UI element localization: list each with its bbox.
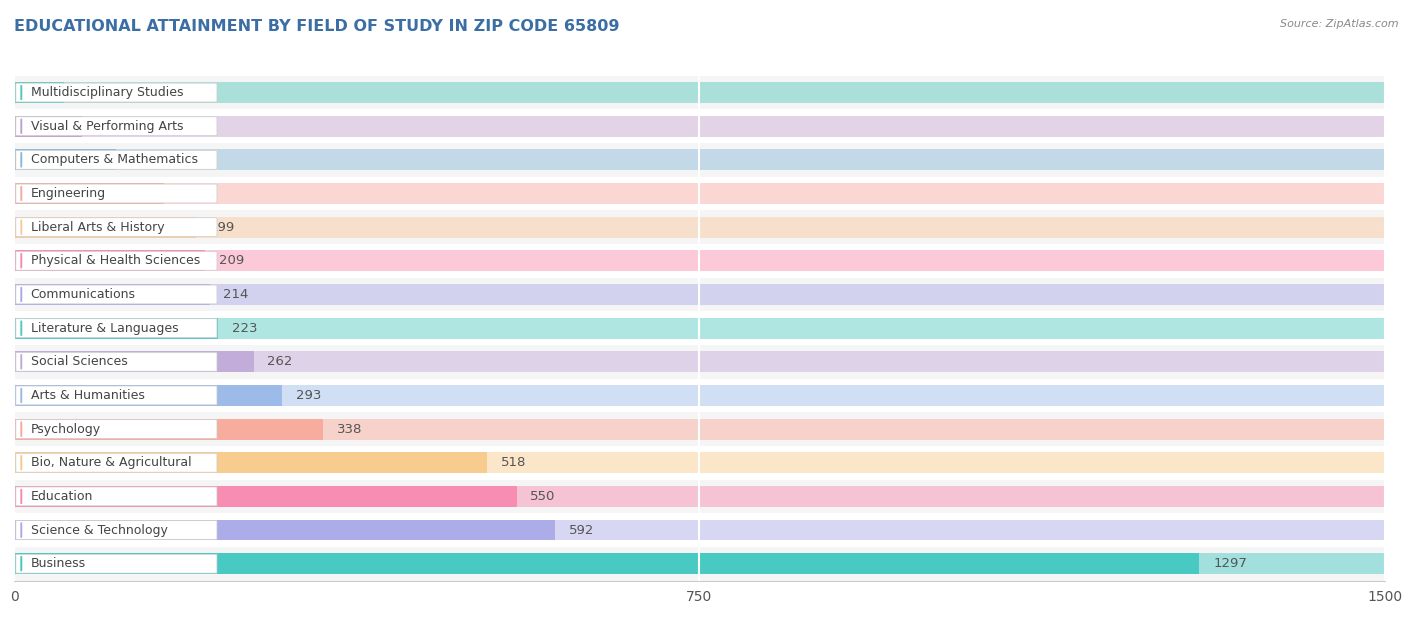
Text: 1297: 1297	[1213, 557, 1247, 570]
Text: Computers & Mathematics: Computers & Mathematics	[31, 153, 197, 167]
Text: Bio, Nature & Agricultural: Bio, Nature & Agricultural	[31, 456, 191, 469]
Bar	[14, 183, 165, 204]
Bar	[14, 553, 1385, 574]
FancyBboxPatch shape	[15, 453, 217, 472]
Bar	[14, 513, 1385, 547]
Bar	[14, 418, 1385, 440]
Bar	[14, 486, 1385, 507]
Bar	[14, 143, 1385, 177]
Text: 55: 55	[79, 86, 96, 99]
Text: Literature & Languages: Literature & Languages	[31, 322, 179, 334]
Bar	[14, 480, 1385, 513]
Bar	[14, 486, 517, 507]
Text: Psychology: Psychology	[31, 423, 101, 435]
Text: Business: Business	[31, 557, 86, 570]
FancyBboxPatch shape	[15, 487, 217, 506]
Text: Physical & Health Sciences: Physical & Health Sciences	[31, 254, 200, 268]
Bar	[14, 317, 218, 339]
Text: 223: 223	[232, 322, 257, 334]
Bar	[14, 82, 1385, 103]
Bar	[14, 385, 281, 406]
Bar	[14, 284, 209, 305]
FancyBboxPatch shape	[15, 285, 217, 304]
Text: 518: 518	[501, 456, 526, 469]
Bar	[14, 115, 82, 137]
Bar	[14, 244, 1385, 278]
Bar	[14, 547, 1385, 581]
FancyBboxPatch shape	[15, 117, 217, 136]
FancyBboxPatch shape	[15, 218, 217, 237]
Bar	[14, 553, 1199, 574]
Bar	[14, 251, 1385, 271]
Text: 74: 74	[96, 120, 112, 133]
Bar	[14, 278, 1385, 311]
Text: 111: 111	[129, 153, 155, 167]
Text: 338: 338	[336, 423, 361, 435]
Text: 550: 550	[530, 490, 555, 503]
Text: Liberal Arts & History: Liberal Arts & History	[31, 221, 165, 233]
Text: EDUCATIONAL ATTAINMENT BY FIELD OF STUDY IN ZIP CODE 65809: EDUCATIONAL ATTAINMENT BY FIELD OF STUDY…	[14, 19, 620, 34]
FancyBboxPatch shape	[15, 352, 217, 371]
Bar	[14, 351, 253, 372]
Bar	[14, 317, 1385, 339]
Bar	[14, 109, 1385, 143]
Text: 592: 592	[569, 524, 595, 536]
Text: Engineering: Engineering	[31, 187, 105, 200]
Text: 262: 262	[267, 355, 292, 369]
Bar	[14, 251, 205, 271]
FancyBboxPatch shape	[15, 150, 217, 169]
FancyBboxPatch shape	[15, 521, 217, 540]
Bar	[14, 412, 1385, 446]
Bar	[14, 345, 1385, 379]
FancyBboxPatch shape	[15, 420, 217, 439]
Text: Multidisciplinary Studies: Multidisciplinary Studies	[31, 86, 183, 99]
Text: 209: 209	[219, 254, 245, 268]
Bar	[14, 385, 1385, 406]
Bar	[14, 76, 1385, 109]
Text: Education: Education	[31, 490, 93, 503]
Text: 214: 214	[224, 288, 249, 301]
Text: 293: 293	[295, 389, 321, 402]
Bar	[14, 379, 1385, 412]
Text: Arts & Humanities: Arts & Humanities	[31, 389, 145, 402]
Bar	[14, 351, 1385, 372]
Bar	[14, 452, 488, 473]
FancyBboxPatch shape	[15, 319, 217, 338]
Bar	[14, 82, 65, 103]
Bar	[14, 150, 1385, 170]
Text: Science & Technology: Science & Technology	[31, 524, 167, 536]
FancyBboxPatch shape	[15, 554, 217, 573]
Bar	[14, 183, 1385, 204]
Bar	[14, 115, 1385, 137]
Bar	[14, 216, 195, 238]
FancyBboxPatch shape	[15, 83, 217, 102]
FancyBboxPatch shape	[15, 251, 217, 270]
Bar	[14, 446, 1385, 480]
Text: Social Sciences: Social Sciences	[31, 355, 128, 369]
FancyBboxPatch shape	[15, 386, 217, 405]
Bar	[14, 452, 1385, 473]
Bar	[14, 519, 1385, 541]
Bar	[14, 216, 1385, 238]
Bar	[14, 519, 555, 541]
Text: Visual & Performing Arts: Visual & Performing Arts	[31, 120, 183, 133]
Text: 199: 199	[209, 221, 235, 233]
Bar	[14, 210, 1385, 244]
FancyBboxPatch shape	[15, 184, 217, 203]
Bar	[14, 418, 323, 440]
Bar	[14, 284, 1385, 305]
Text: 164: 164	[177, 187, 202, 200]
Text: Source: ZipAtlas.com: Source: ZipAtlas.com	[1281, 19, 1399, 29]
Bar	[14, 177, 1385, 210]
Bar	[14, 150, 115, 170]
Bar	[14, 311, 1385, 345]
Text: Communications: Communications	[31, 288, 135, 301]
